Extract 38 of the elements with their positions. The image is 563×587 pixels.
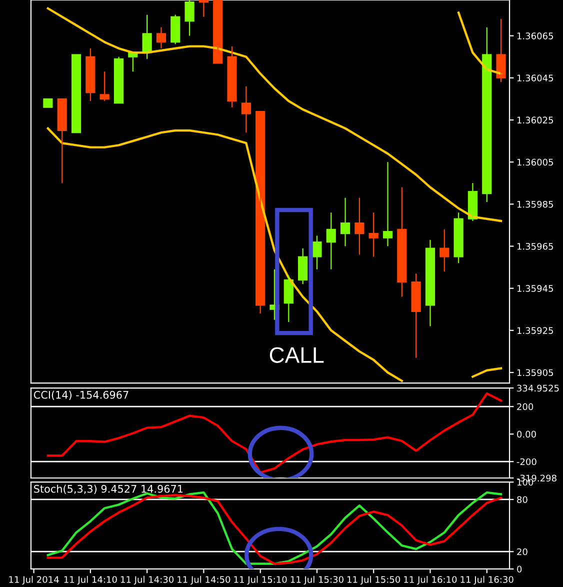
- x-tick-label: 11 Jul 14:10: [64, 576, 117, 585]
- x-tick-label: 11 Jul 15:30: [290, 576, 344, 585]
- y-tick-label: 0.00: [517, 430, 536, 438]
- y-tick-label: 80: [517, 496, 528, 504]
- y-tick-label: 1.35905: [517, 369, 554, 376]
- y-tick-label: 1.35985: [517, 200, 554, 208]
- x-tick-label: 11 Jul 14:50: [178, 576, 230, 585]
- candlestick: [368, 212, 378, 258]
- y-tick-label: 1.36045: [517, 74, 554, 82]
- y-tick-label: 1.35945: [517, 285, 554, 292]
- chart-title: Stoch(5,3,3) 9.4527 14.9671: [34, 484, 183, 494]
- line-series: [46, 7, 502, 222]
- y-tick-label: 1.36065: [517, 32, 554, 40]
- candlestick: [184, 0, 194, 36]
- x-tick-label: 11 Jul 15:10: [234, 576, 287, 585]
- annotation: CALL: [270, 347, 324, 363]
- candlestick: [227, 46, 237, 108]
- y-tick-label: 1.36005: [517, 158, 554, 166]
- candlestick: [213, 0, 223, 64]
- candlestick: [496, 18, 506, 83]
- y-tick-label: 1.35925: [517, 327, 554, 334]
- x-tick-label: 11 Jul 14:30: [120, 576, 174, 585]
- y-tick-label: -200: [516, 458, 536, 466]
- candlestick: [43, 98, 53, 108]
- y-tick-label: 1.35965: [517, 242, 554, 250]
- x-tick-label: 11 Jul 15:50: [348, 576, 400, 585]
- x-tick-label: 11 Jul 2014: [9, 576, 59, 585]
- y-tick-label: 334.9525: [517, 384, 559, 392]
- y-tick-label: 20: [517, 548, 528, 556]
- candlestick: [454, 212, 464, 264]
- x-tick-label: 11 Jul 16:30: [460, 576, 514, 585]
- candlestick: [100, 71, 110, 102]
- candlestick: [71, 54, 82, 134]
- chart-title: CCI(14) -154.6967: [34, 390, 128, 400]
- y-tick-label: 1.36025: [517, 116, 554, 124]
- y-tick-label: 200: [517, 403, 534, 410]
- y-tick-label: 0: [517, 566, 522, 573]
- x-tick-label: 11 Jul 16:10: [404, 576, 457, 585]
